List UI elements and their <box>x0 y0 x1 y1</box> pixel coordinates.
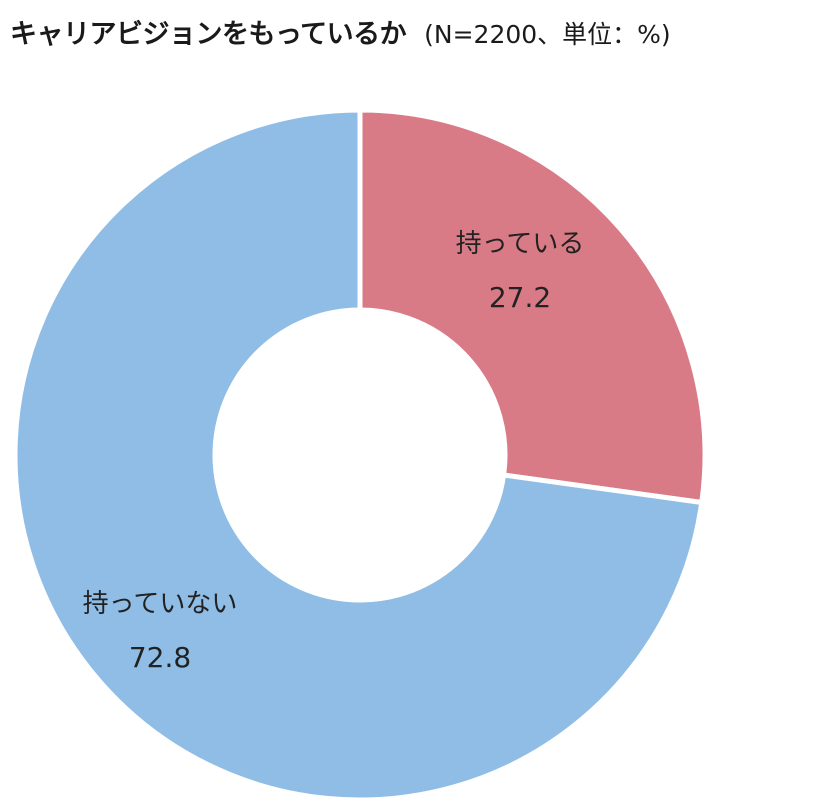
donut-slice-have-not <box>12 107 705 803</box>
slice-value-label: 27.2 <box>489 281 551 314</box>
slice-label: 持っていない <box>83 589 238 619</box>
slice-label: 持っている <box>456 229 585 259</box>
donut-slice-have <box>357 107 708 506</box>
chart-subtitle: (N=2200、単位：%) <box>424 20 671 49</box>
chart-header: キャリアビジョンをもっているか (N=2200、単位：%) <box>10 12 671 51</box>
chart-title: キャリアビジョンをもっているか <box>10 19 407 50</box>
slice-value-label: 72.8 <box>129 641 191 674</box>
